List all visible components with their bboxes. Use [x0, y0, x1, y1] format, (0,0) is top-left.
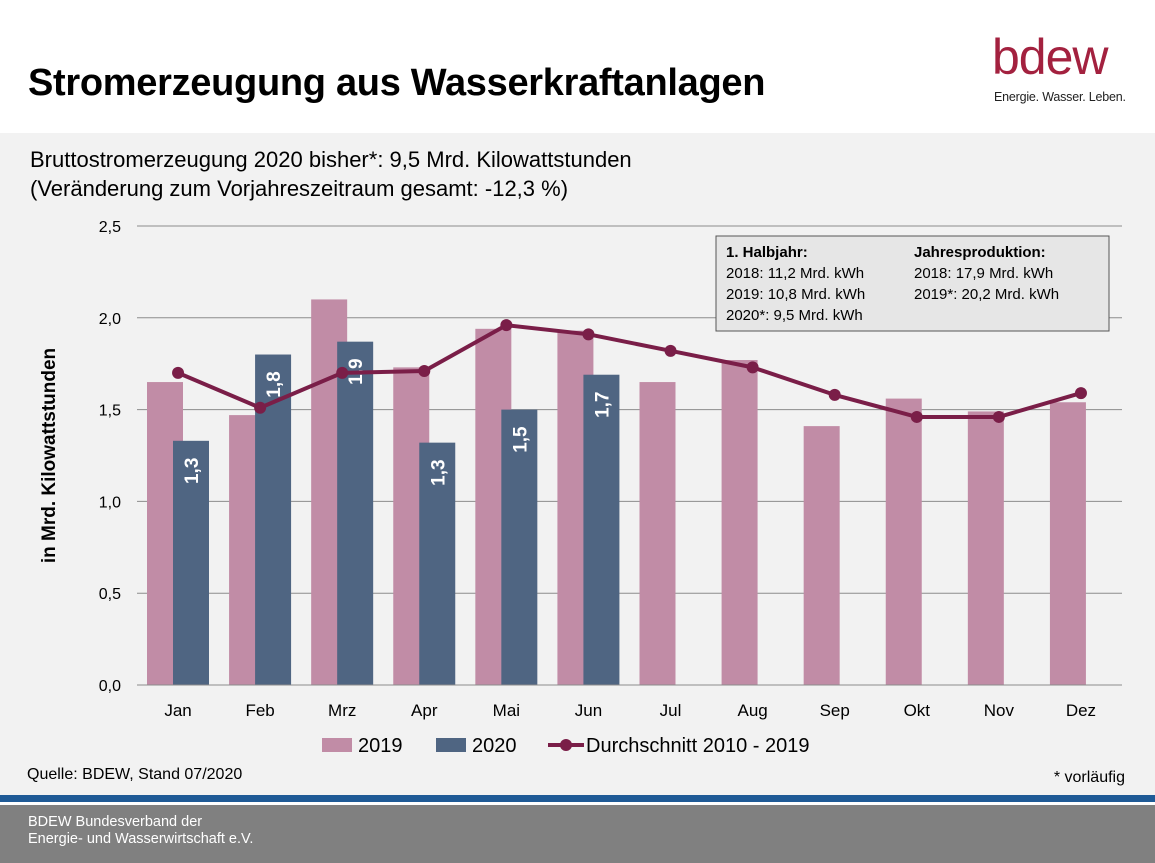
y-axis-title: in Mrd. Kilowattstunden: [39, 348, 60, 563]
y-tick-label: 2,5: [99, 219, 121, 236]
footer-separator: [0, 802, 1155, 805]
average-point: [828, 388, 841, 401]
y-tick-label: 0,0: [99, 678, 121, 695]
info-box: [715, 235, 1110, 332]
bar-2019: [803, 426, 840, 685]
logo-wordmark: bdew: [992, 29, 1109, 85]
average-line: [177, 323, 1082, 419]
average-point: [664, 344, 677, 357]
legend-swatch-2019: [322, 738, 352, 752]
bar-2020-label: 1,3: [428, 459, 449, 485]
average-point: [582, 328, 595, 341]
legend-swatch-2020: [436, 738, 466, 752]
bar-2020-label: 1,5: [510, 426, 531, 453]
subtitle: Bruttostromerzeugung 2020 bisher*: 9,5 M…: [30, 145, 632, 203]
bar-2020-label: 1,3: [182, 458, 203, 484]
legend-label-2019: 2019: [358, 735, 403, 757]
bar-2020-label: 1,7: [592, 392, 613, 418]
x-tick-label: Nov: [984, 701, 1015, 720]
header: Stromerzeugung aus Wasserkraftanlagen bd…: [0, 0, 1155, 133]
bar-2019: [639, 382, 676, 685]
y-tick-label: 1,0: [99, 494, 121, 511]
x-tick-label: Dez: [1066, 701, 1096, 720]
source-note: Quelle: BDEW, Stand 07/2020: [27, 766, 243, 783]
legend-label-average: Durchschnitt 2010 - 2019: [586, 735, 809, 757]
x-tick-label: Aug: [738, 701, 768, 720]
subtitle-line-1: Bruttostromerzeugung 2020 bisher*: 9,5 M…: [30, 147, 632, 172]
hydropower-chart: 0,0 0,5 1,0 1,5 2,0 2,5 in Mrd. Kilowattstunde…: [39, 219, 1122, 757]
x-tick-label: Okt: [904, 701, 931, 720]
x-tick-label: Feb: [245, 701, 274, 720]
average-point: [746, 361, 759, 374]
info-col1-row: 2020*: 9,5 Mrd. kWh: [726, 307, 863, 324]
x-tick-label: Sep: [820, 701, 850, 720]
bar-2020: [173, 440, 209, 685]
average-point: [172, 366, 185, 379]
average-point: [336, 366, 349, 379]
info-col1-row: 2018: 11,2 Mrd. kWh: [726, 265, 864, 282]
x-tick-label: Mrz: [328, 701, 356, 720]
footer: BDEW Bundesverband der Energie- und Wass…: [0, 805, 1155, 863]
info-col1-row: 2019: 10,8 Mrd. kWh: [726, 286, 865, 303]
x-tick-label: Jun: [575, 701, 602, 720]
x-tick-label: Apr: [411, 701, 438, 720]
legend-marker-average: [560, 739, 572, 751]
average-point: [418, 365, 431, 378]
bar-2020-label: 1,8: [264, 371, 285, 397]
logo-tagline: Energie. Wasser. Leben.: [994, 90, 1126, 104]
bdew-logo: bdew Energie. Wasser. Leben.: [992, 28, 1132, 108]
bar-2019: [721, 360, 758, 685]
y-tick-label: 0,5: [99, 586, 121, 603]
average-point: [992, 410, 1005, 423]
bar-2019: [885, 398, 922, 685]
info-col2-title: Jahresproduktion:: [914, 244, 1046, 261]
bar-2020: [501, 409, 538, 685]
bar-2020: [583, 374, 620, 685]
bar-2019: [1049, 402, 1086, 685]
subtitle-line-2: (Veränderung zum Vorjahreszeitraum gesam…: [30, 176, 569, 201]
page-title: Stromerzeugung aus Wasserkraftanlagen: [28, 62, 766, 104]
x-tick-label: Jul: [660, 701, 682, 720]
footnote: * vorläufig: [1053, 769, 1125, 786]
footer-accent-band: [0, 795, 1155, 802]
average-point: [500, 319, 513, 332]
x-tick-label: Mai: [493, 701, 520, 720]
info-col2-row: 2018: 17,9 Mrd. kWh: [914, 265, 1053, 282]
bar-2020: [337, 341, 374, 685]
x-tick-label: Jan: [164, 701, 191, 720]
average-point: [254, 401, 267, 414]
legend-label-2020: 2020: [472, 735, 517, 757]
info-col2-row: 2019*: 20,2 Mrd. kWh: [914, 286, 1059, 303]
average-point: [910, 410, 923, 423]
y-tick-label: 1,5: [99, 403, 121, 420]
info-col1-title: 1. Halbjahr:: [726, 244, 808, 261]
footer-organization: BDEW Bundesverband der Energie- und Wass…: [28, 814, 254, 847]
bar-2019: [967, 411, 1004, 685]
bar-2020: [419, 442, 456, 685]
average-point: [1074, 387, 1087, 400]
y-tick-label: 2,0: [99, 311, 121, 328]
